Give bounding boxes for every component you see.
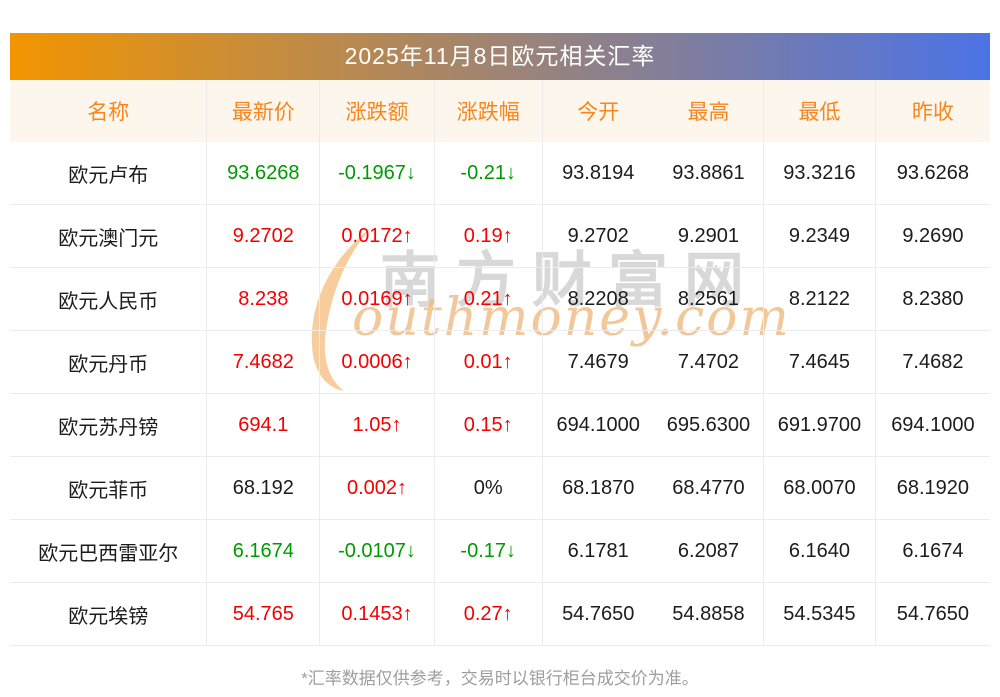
change-percent: 0.21↑ — [434, 267, 543, 331]
high-price: 93.8861 — [653, 142, 765, 205]
pair-name: 欧元丹币 — [10, 330, 208, 394]
column-header: 今开 — [542, 80, 654, 142]
prev-close-price: 694.1000 — [875, 393, 990, 457]
page-title: 2025年11月8日欧元相关汇率 — [10, 33, 990, 80]
prev-close-price: 9.2690 — [875, 204, 990, 268]
change-amount: 0.002↑ — [319, 456, 435, 520]
high-price: 9.2901 — [653, 204, 765, 268]
change-amount: 0.0006↑ — [319, 330, 435, 394]
open-price: 9.2702 — [542, 204, 654, 268]
table-row: 欧元苏丹镑 694.1 1.05↑ 0.15↑ 694.1000 695.630… — [10, 393, 990, 457]
rates-page: 2025年11月8日欧元相关汇率 南方财富网 outhmoney.com 名称最… — [10, 0, 990, 689]
table-row: 欧元人民币 8.238 0.0169↑ 0.21↑ 8.2208 8.2561 … — [10, 267, 990, 331]
prev-close-price: 93.6268 — [875, 142, 990, 205]
open-price: 694.1000 — [542, 393, 654, 457]
high-price: 695.6300 — [653, 393, 765, 457]
prev-close-price: 7.4682 — [875, 330, 990, 394]
open-price: 8.2208 — [542, 267, 654, 331]
pair-name: 欧元澳门元 — [10, 204, 208, 268]
latest-price: 694.1 — [206, 393, 321, 457]
open-price: 6.1781 — [542, 519, 654, 583]
table-row: 欧元巴西雷亚尔 6.1674 -0.0107↓ -0.17↓ 6.1781 6.… — [10, 519, 990, 583]
low-price: 7.4645 — [763, 330, 876, 394]
high-price: 68.4770 — [653, 456, 765, 520]
latest-price: 7.4682 — [206, 330, 321, 394]
high-price: 7.4702 — [653, 330, 765, 394]
low-price: 68.0070 — [763, 456, 876, 520]
prev-close-price: 8.2380 — [875, 267, 990, 331]
change-percent: 0.15↑ — [434, 393, 543, 457]
change-percent: -0.21↓ — [434, 142, 543, 205]
open-price: 93.8194 — [542, 142, 654, 205]
latest-price: 8.238 — [206, 267, 321, 331]
column-header: 名称 — [10, 80, 208, 142]
prev-close-price: 54.7650 — [875, 582, 990, 646]
low-price: 6.1640 — [763, 519, 876, 583]
change-amount: 0.0172↑ — [319, 204, 435, 268]
change-amount: -0.0107↓ — [319, 519, 435, 583]
latest-price: 68.192 — [206, 456, 321, 520]
prev-close-price: 6.1674 — [875, 519, 990, 583]
latest-price: 93.6268 — [206, 142, 321, 205]
latest-price: 54.765 — [206, 582, 321, 646]
latest-price: 9.2702 — [206, 204, 321, 268]
table-row: 欧元澳门元 9.2702 0.0172↑ 0.19↑ 9.2702 9.2901… — [10, 204, 990, 268]
high-price: 8.2561 — [653, 267, 765, 331]
prev-close-price: 68.1920 — [875, 456, 990, 520]
rates-table-wrap: 南方财富网 outhmoney.com 名称 最新价 涨跌额 涨跌幅 今开 最高 最低 昨收 … — [10, 80, 990, 646]
pair-name: 欧元埃镑 — [10, 582, 208, 646]
table-row: 欧元菲币 68.192 0.002↑ 0% 68.1870 68.4770 68… — [10, 456, 990, 520]
column-header: 涨跌额 — [319, 80, 435, 142]
pair-name: 欧元人民币 — [10, 267, 208, 331]
open-price: 68.1870 — [542, 456, 654, 520]
change-percent: 0.01↑ — [434, 330, 543, 394]
high-price: 6.2087 — [653, 519, 765, 583]
low-price: 54.5345 — [763, 582, 876, 646]
change-amount: 0.0169↑ — [319, 267, 435, 331]
table-row: 欧元埃镑 54.765 0.1453↑ 0.27↑ 54.7650 54.885… — [10, 582, 990, 646]
low-price: 8.2122 — [763, 267, 876, 331]
pair-name: 欧元巴西雷亚尔 — [10, 519, 208, 583]
low-price: 691.9700 — [763, 393, 876, 457]
exchange-rates-table: 名称 最新价 涨跌额 涨跌幅 今开 最高 最低 昨收 欧元卢布 93.6268 -0.1967… — [10, 80, 990, 646]
column-header: 昨收 — [875, 80, 990, 142]
column-header: 最低 — [763, 80, 876, 142]
pair-name: 欧元菲币 — [10, 456, 208, 520]
change-percent: 0% — [434, 456, 543, 520]
open-price: 7.4679 — [542, 330, 654, 394]
high-price: 54.8858 — [653, 582, 765, 646]
table-row: 欧元丹币 7.4682 0.0006↑ 0.01↑ 7.4679 7.4702 … — [10, 330, 990, 394]
pair-name: 欧元卢布 — [10, 142, 208, 205]
change-amount: 1.05↑ — [319, 393, 435, 457]
table-row: 欧元卢布 93.6268 -0.1967↓ -0.21↓ 93.8194 93.… — [10, 142, 990, 205]
change-percent: 0.19↑ — [434, 204, 543, 268]
open-price: 54.7650 — [542, 582, 654, 646]
change-amount: 0.1453↑ — [319, 582, 435, 646]
column-header: 最高 — [653, 80, 765, 142]
low-price: 9.2349 — [763, 204, 876, 268]
change-percent: -0.17↓ — [434, 519, 543, 583]
change-percent: 0.27↑ — [434, 582, 543, 646]
low-price: 93.3216 — [763, 142, 876, 205]
table-header-row: 名称 最新价 涨跌额 涨跌幅 今开 最高 最低 昨收 — [10, 80, 990, 142]
latest-price: 6.1674 — [206, 519, 321, 583]
column-header: 最新价 — [206, 80, 321, 142]
disclaimer-note: *汇率数据仅供参考，交易时以银行柜台成交价为准。 — [301, 669, 699, 688]
column-header: 涨跌幅 — [434, 80, 543, 142]
change-amount: -0.1967↓ — [319, 142, 435, 205]
pair-name: 欧元苏丹镑 — [10, 393, 208, 457]
